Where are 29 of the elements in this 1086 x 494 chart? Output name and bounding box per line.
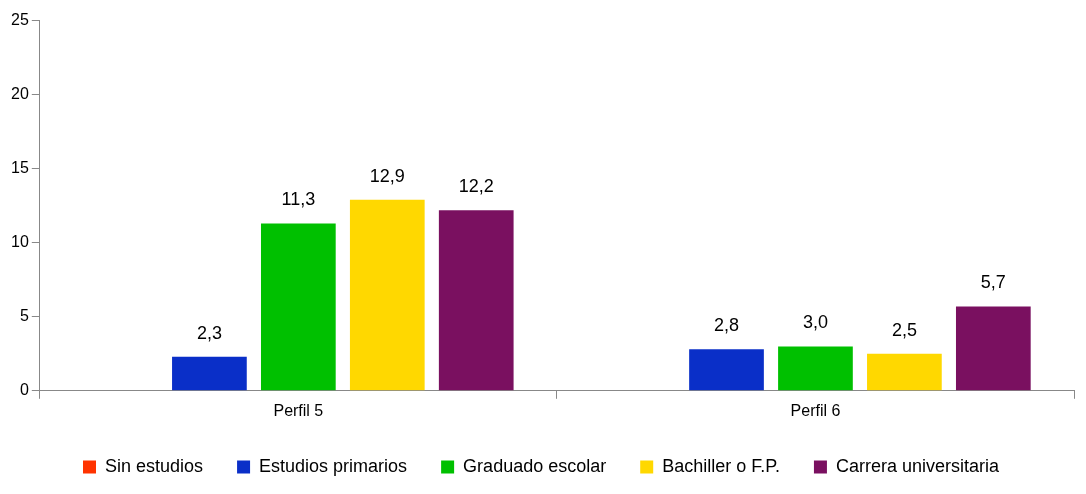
bar (438, 210, 514, 391)
bar (349, 199, 425, 391)
data-label: 12,9 (369, 165, 405, 186)
data-label: 2,5 (891, 319, 917, 340)
x-tick-label: Perfil 6 (790, 401, 841, 419)
legend-label: Bachiller o F.P. (662, 455, 780, 476)
data-label: 5,7 (980, 272, 1006, 293)
legend-label: Estudios primarios (259, 455, 408, 476)
bar (260, 223, 336, 391)
legend-label: Sin estudios (105, 455, 204, 476)
data-label: 3,0 (802, 312, 828, 333)
x-tick-label: Perfil 5 (273, 401, 324, 419)
bar (778, 346, 853, 391)
bar (689, 349, 764, 391)
y-tick-label: 15 (11, 159, 29, 177)
y-tick-label: 25 (11, 11, 29, 29)
legend-label: Graduado escolar (463, 455, 607, 476)
data-label: 2,8 (713, 315, 740, 336)
y-tick-label: 20 (11, 85, 29, 103)
legend-label: Carrera universitaria (835, 455, 1000, 476)
data-label: 11,3 (281, 189, 316, 210)
bar (172, 356, 247, 391)
y-tick-label: 5 (19, 307, 29, 325)
y-tick-label: 0 (19, 381, 29, 399)
bar (867, 353, 942, 391)
data-label: 12,2 (458, 176, 494, 197)
y-tick-label: 10 (11, 233, 29, 251)
bar (955, 306, 1031, 391)
data-label: 2,3 (196, 322, 222, 343)
